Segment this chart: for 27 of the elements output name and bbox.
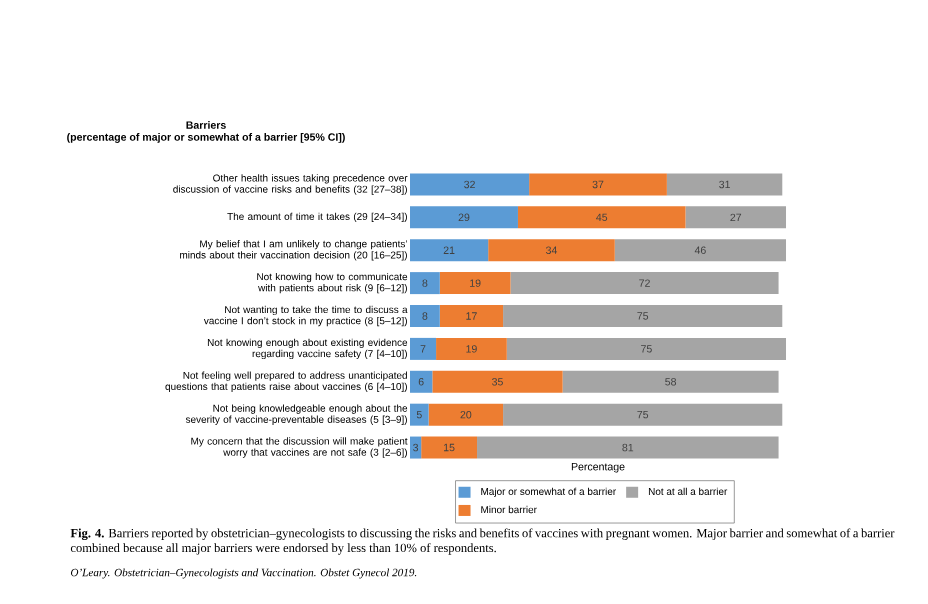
- bar: [562, 370, 779, 393]
- bar: [529, 173, 667, 196]
- bar: [410, 239, 489, 262]
- bar: [410, 173, 530, 196]
- bar: [503, 305, 783, 328]
- bar: [410, 305, 440, 328]
- bar: [439, 272, 511, 295]
- bar: [436, 337, 507, 360]
- bar: [477, 436, 779, 459]
- bar: [410, 272, 440, 295]
- bar: [614, 239, 787, 262]
- bar: [410, 337, 437, 360]
- bar: [410, 403, 429, 426]
- bar: [428, 403, 504, 426]
- bar: [517, 206, 686, 229]
- bar: [503, 403, 783, 426]
- bar: [488, 239, 615, 262]
- bar: [410, 206, 518, 229]
- bar: [410, 370, 433, 393]
- bar: [506, 337, 787, 360]
- bar: [510, 272, 779, 295]
- bar: [421, 436, 478, 459]
- bar: [685, 206, 787, 229]
- bar: [666, 173, 783, 196]
- bar: [432, 370, 563, 393]
- bar: [439, 305, 504, 328]
- bar: [410, 436, 422, 459]
